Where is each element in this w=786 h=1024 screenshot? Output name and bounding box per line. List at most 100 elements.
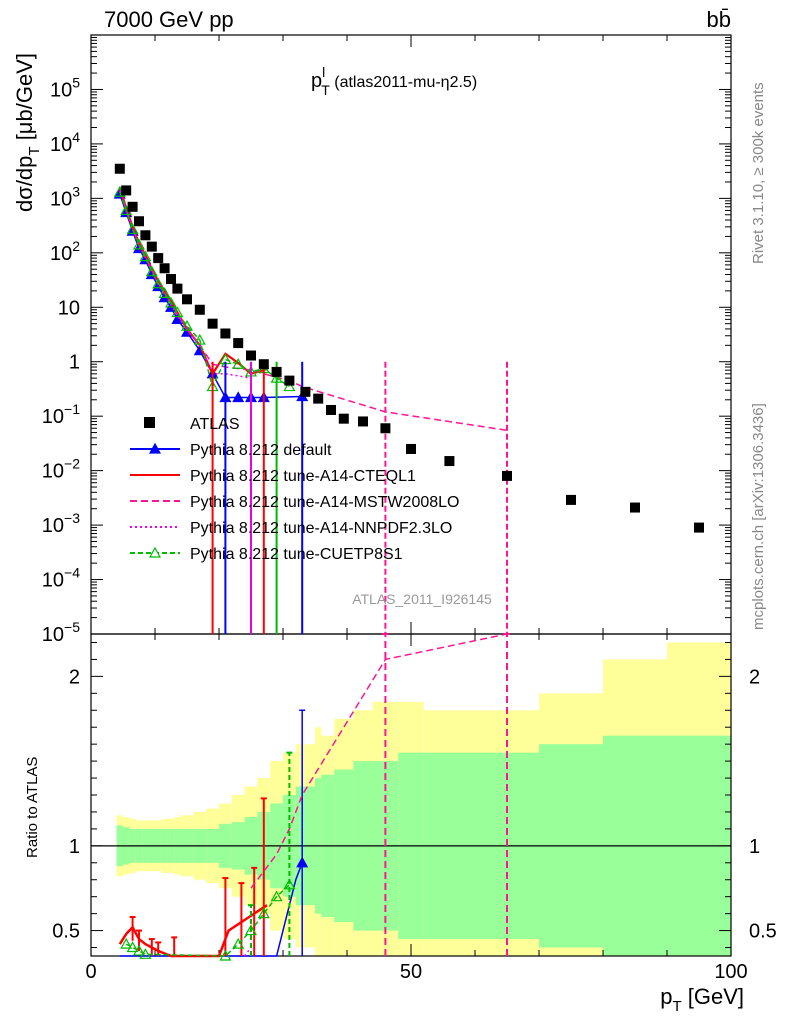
atlas-data-point (358, 416, 368, 427)
y-tick-label-upper: 105 (50, 74, 80, 101)
atlas-data-point (194, 304, 205, 315)
legend: ATLAS Pythia 8.212 default Pythia 8.212 tu… (130, 416, 459, 563)
atlas-data-point (284, 375, 295, 386)
atlas-data-point (630, 502, 640, 513)
mc-ratio-marker (257, 907, 270, 919)
atlas-data-point (172, 283, 183, 294)
atlas-data-point (258, 359, 269, 370)
atlas-data-point (153, 253, 164, 264)
mc-marker (158, 287, 171, 298)
mc-marker (283, 380, 296, 392)
legend-label: Pythia 8.212 tune-A14-CTEQL1 (190, 468, 416, 485)
atlas-data-point (233, 338, 244, 349)
mc-ratio-marker (296, 856, 309, 868)
x-tick-label: 100 (714, 961, 747, 983)
atlas-data-point (566, 494, 576, 505)
legend-label-atlas: ATLAS (190, 416, 240, 433)
atlas-data-point (159, 263, 170, 274)
x-axis-label: pT [GeV] (660, 984, 744, 1015)
atlas-data-point (313, 393, 324, 404)
y-tick-label-lower: 2 (69, 666, 80, 688)
x-tick-label: 0 (85, 961, 96, 983)
legend-marker (148, 442, 162, 454)
mc-curve-upper (119, 188, 508, 432)
atlas-data-point (300, 386, 311, 397)
atlas-data-point (694, 522, 704, 533)
atlas-data-point (406, 443, 416, 454)
legend-marker-atlas (144, 417, 155, 428)
mc-ratio-marker (139, 948, 152, 959)
mc-marker (193, 333, 206, 345)
mc-marker (126, 223, 139, 234)
mc-marker (145, 265, 158, 277)
mc-ratio-curve (244, 947, 252, 957)
mc-ratio-marker (219, 949, 232, 961)
uncertainty-bands (91, 642, 731, 956)
mc-ratio-curve (250, 633, 508, 889)
mc-curve-upper (119, 191, 290, 389)
y-tick-label-upper: 104 (50, 129, 80, 156)
y-tick-label-upper: 10−2 (42, 456, 80, 483)
y-tick-label-upper: 103 (50, 183, 80, 210)
x-tick-label: 50 (400, 961, 422, 983)
y-tick-label-upper: 102 (50, 238, 80, 265)
atlas-data-point (380, 423, 391, 434)
atlas-data-point (444, 456, 455, 467)
legend-label: Pythia 8.212 tune-CUETP8S1 (190, 546, 403, 563)
mc-ratio-marker (232, 937, 245, 949)
mc-marker (132, 238, 146, 250)
atlas-data-point (207, 318, 218, 329)
mc-marker (164, 296, 178, 308)
lower-series-layer (118, 633, 510, 961)
atlas-data-point (166, 274, 176, 285)
y-tick-label-upper: 10−1 (42, 401, 80, 428)
upper-y-axis-label: dσ/dpT [μb/GeV] (12, 53, 43, 212)
y-tick-label-upper: 1 (69, 352, 80, 374)
process-label: bb̄ (707, 7, 731, 32)
plot-title: pl T (atlas2011-mu-η2.5) (311, 64, 477, 98)
mcplots-label: mcplots.cern.ch [arXiv:1306.3436] (750, 403, 767, 630)
y-tick-label-lower: 0.5 (52, 921, 80, 943)
atlas-data-point (182, 294, 192, 305)
lower-y-axis-label: Ratio to ATLAS (24, 757, 41, 858)
atlas-data-point (338, 413, 349, 424)
atlas-data-point (502, 470, 512, 481)
mc-ratio-marker (244, 924, 258, 936)
mc-ratio-marker (120, 937, 133, 949)
legend-label: Pythia 8.212 tune-A14-NNPDF2.3LO (190, 520, 452, 537)
mc-marker (171, 306, 184, 318)
y-tick-label-upper: 10−5 (42, 619, 80, 646)
mc-marker (139, 250, 152, 262)
y-tick-label-upper: 10 (58, 297, 80, 319)
atlas-data-point (140, 230, 151, 241)
y-tick-label-lower-right: 2 (749, 666, 760, 688)
mc-ratio-marker (126, 941, 139, 953)
mc-marker (232, 357, 245, 369)
mc-marker (152, 277, 165, 289)
legend-label: Pythia 8.212 tune-A14-MSTW2008LO (190, 494, 459, 511)
axis-ticks (90, 35, 732, 956)
mc-marker (180, 319, 194, 331)
y-tick-label-lower-right: 0.5 (749, 921, 777, 943)
atlas-data-point (146, 241, 157, 252)
atlas-data-point (121, 185, 132, 196)
y-tick-label-upper: 10−3 (42, 510, 80, 537)
atlas-data-point (246, 350, 256, 361)
mc-ratio-marker (270, 890, 283, 902)
legend-label: Pythia 8.212 default (190, 442, 332, 459)
atlas-data-point (134, 216, 144, 227)
atlas-data-point (114, 163, 125, 174)
mc-marker (232, 391, 245, 403)
atlas-data-point (326, 404, 336, 415)
atlas-data-point (127, 201, 138, 212)
analysis-label: ATLAS_2011_I926145 (352, 591, 492, 607)
y-tick-label-upper: 10−4 (42, 565, 80, 592)
x-tick-labels: 0 50 100 (85, 961, 747, 983)
collision-label: 7000 GeV pp (104, 7, 234, 32)
y-tick-label-lower: 1 (69, 836, 80, 858)
rivet-label: Rivet 3.1.10, ≥ 300k events (750, 82, 767, 264)
atlas-data-point (271, 366, 282, 377)
y-tick-label-lower-right: 1 (749, 836, 760, 858)
